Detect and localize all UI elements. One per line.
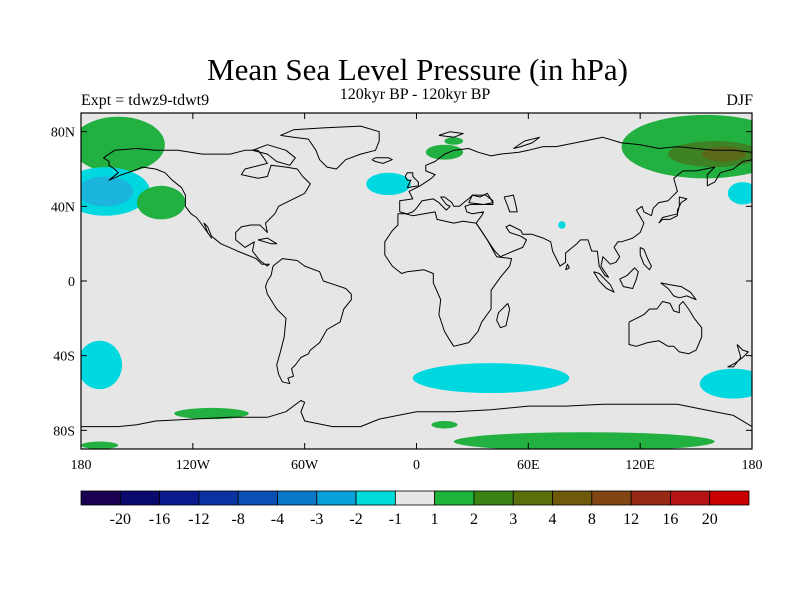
axis-ticks: 80N 40N 0 40S 80S 180 120W 60W 0 60E 120E 180 xyxy=(51,113,763,473)
north-atlantic-negative xyxy=(366,172,411,196)
map-title: Mean Sea Level Pressure (in hPa) xyxy=(207,52,628,87)
colorbar-label: 2 xyxy=(470,511,478,528)
philippines-coastline xyxy=(639,246,652,271)
antarctic-indian-positive xyxy=(453,432,715,449)
greenland-coastline xyxy=(280,125,380,170)
caspian-coastline xyxy=(503,194,518,213)
colorbar-label: -4 xyxy=(271,511,284,528)
colorbar-swatch xyxy=(80,490,121,506)
anomaly-regions xyxy=(81,114,752,449)
europe-asia-coastline xyxy=(399,136,752,212)
australia-coastline xyxy=(628,301,703,355)
colorbar-swatch xyxy=(473,490,514,506)
novaya-zemlya-coastline xyxy=(513,136,540,149)
colorbar-label: 12 xyxy=(623,511,639,528)
lon-tick-label: 60W xyxy=(291,458,319,473)
lat-tick-label: 80S xyxy=(53,424,75,439)
iceland-coastline xyxy=(371,157,393,164)
colorbar-swatch xyxy=(316,490,357,506)
colorbar-swatch xyxy=(434,490,475,506)
lon-tick-label: 120E xyxy=(625,458,655,473)
colorbar-swatch xyxy=(552,490,593,506)
south-america-coastline xyxy=(265,258,352,385)
sumatra-coastline xyxy=(593,271,615,293)
baffin-coastline xyxy=(252,144,296,166)
new-guinea-coastline xyxy=(660,282,697,301)
colorbar-label: 1 xyxy=(431,511,439,528)
arctic-atlantic-positive xyxy=(425,144,464,160)
colorbar-label: 3 xyxy=(509,511,517,528)
colorbar-label: -1 xyxy=(389,511,402,528)
colorbar-swatch xyxy=(237,490,278,506)
cuba-coastline xyxy=(257,237,278,245)
colorbar-swatch xyxy=(670,490,711,506)
colorbar-swatch xyxy=(394,490,436,506)
eurasia-africa-coastline xyxy=(384,211,513,347)
north-america-coastline xyxy=(103,148,311,267)
colorbar-label: 20 xyxy=(702,511,718,528)
new-zealand-coastline xyxy=(727,344,749,368)
colorbar-label: -20 xyxy=(110,511,131,528)
colorbar-label: 4 xyxy=(549,511,557,528)
map-subtitle: 120kyr BP - 120kyr BP xyxy=(339,86,491,103)
colorbar-swatch xyxy=(512,490,553,506)
coastlines xyxy=(81,125,752,428)
colorbar-swatch xyxy=(159,490,200,506)
lon-tick-label: 180 xyxy=(742,458,763,473)
colorbar: -20 -16 -12 -8 -4 -3 -2 -1 1 2 3 4 8 12 16 20 xyxy=(80,490,750,528)
uk-coastline xyxy=(404,172,419,189)
colorbar-swatch xyxy=(119,490,160,506)
colorbar-label: 8 xyxy=(588,511,596,528)
nw-pacific-east-negative xyxy=(727,182,752,205)
colorbar-label: -8 xyxy=(232,511,245,528)
sri-lanka-coastline xyxy=(565,263,570,271)
colorbar-swatch xyxy=(591,490,632,506)
colorbar-label: 16 xyxy=(662,511,678,528)
colorbar-swatch xyxy=(198,490,239,506)
antarctic-atlantic-positive xyxy=(431,421,458,429)
lat-tick-label: 80N xyxy=(51,126,75,141)
antarctic-west-positive xyxy=(81,441,119,449)
lon-tick-label: 60E xyxy=(517,458,540,473)
lat-tick-label: 0 xyxy=(68,275,75,290)
colorbar-label: -2 xyxy=(349,511,362,528)
map-background xyxy=(81,113,752,449)
ne-pacific-negative-core xyxy=(81,176,134,207)
south-atlantic-negative xyxy=(412,363,570,394)
lon-tick-label: 0 xyxy=(413,458,420,473)
north-america-west-positive xyxy=(136,185,186,220)
black-sea-coastline xyxy=(468,192,494,205)
colorbar-swatch xyxy=(355,490,396,506)
colorbar-swatch xyxy=(630,490,671,506)
antarctica-coastline xyxy=(81,400,752,428)
antarctic-pacific-positive xyxy=(174,407,249,420)
season-label: DJF xyxy=(726,92,753,109)
scandinavia-positive xyxy=(444,137,464,145)
colorbar-label: -3 xyxy=(310,511,323,528)
colorbar-label: -16 xyxy=(149,511,170,528)
lon-tick-label: 120W xyxy=(176,458,211,473)
south-pacific-east-negative xyxy=(699,368,752,399)
lon-tick-label: 180 xyxy=(71,458,92,473)
nw-pacific-positive xyxy=(81,116,165,173)
experiment-label: Expt = tdwz9-tdwt9 xyxy=(81,92,210,109)
madagascar-coastline xyxy=(496,303,511,329)
colorbar-swatch xyxy=(709,490,750,506)
borneo-coastline xyxy=(619,267,639,289)
colorbar-swatch xyxy=(277,490,318,506)
japan-coastline xyxy=(658,196,688,224)
south-pacific-negative xyxy=(81,340,122,390)
svalbard-coastline xyxy=(438,131,464,138)
lat-tick-label: 40N xyxy=(51,200,75,215)
siberia-positive-inner xyxy=(701,146,747,162)
asia-east-coastline xyxy=(399,159,752,278)
india-negative xyxy=(558,221,566,229)
colorbar-label: -12 xyxy=(188,511,209,528)
lat-tick-label: 40S xyxy=(53,350,75,365)
